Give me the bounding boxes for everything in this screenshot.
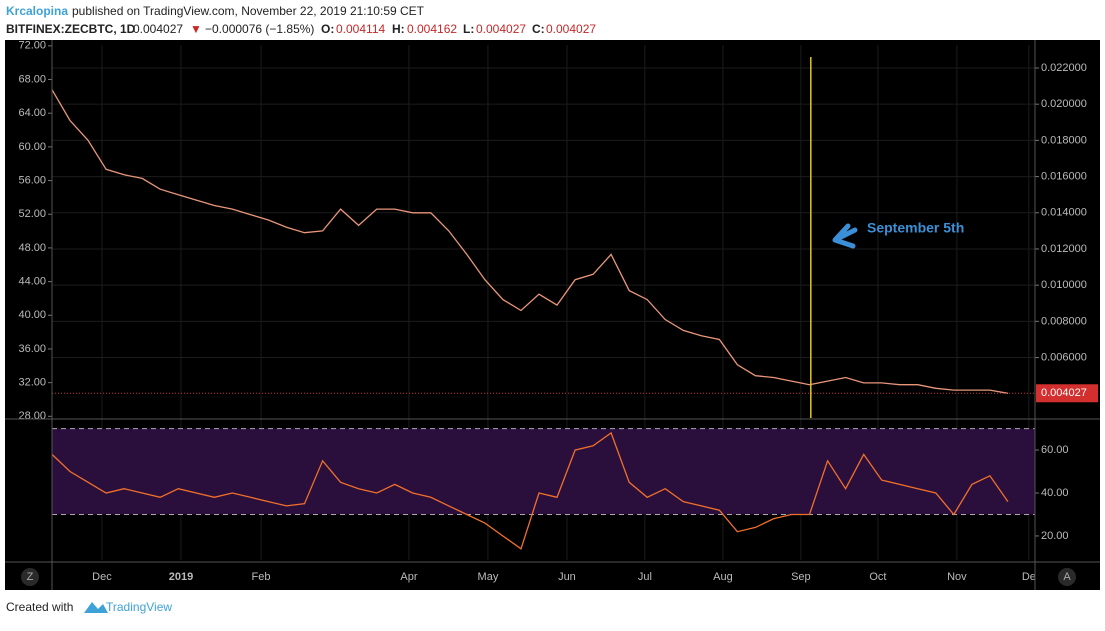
y2-tick-label: 52.00	[18, 208, 46, 220]
x-tick-label: May	[478, 571, 499, 583]
x-tick-label: Oct	[869, 571, 886, 583]
y-tick-label: 0.014000	[1041, 207, 1087, 219]
y2-tick-label: 68.00	[18, 73, 46, 85]
x-tick-label: Dec	[92, 571, 112, 583]
annotation-arrow	[832, 223, 858, 249]
o-label: O:	[321, 22, 334, 36]
rsi-band	[52, 428, 1035, 515]
y2-tick-label: 44.00	[18, 276, 46, 288]
footer-brand: TradingView	[106, 600, 172, 614]
y2-tick-label: 48.00	[18, 242, 46, 254]
y-tick-label: 0.020000	[1041, 98, 1087, 110]
annotation-text: September 5th	[867, 220, 964, 236]
y2-tick-label: 60.00	[18, 141, 46, 153]
y2-tick-label: 36.00	[18, 343, 46, 355]
last-price-tag	[1036, 384, 1098, 403]
published: published on TradingView.com, November 2…	[72, 4, 425, 18]
x-tick-label: Sep	[791, 571, 811, 583]
y-tick-label: 20.00	[1041, 530, 1069, 542]
x-tick-label: De	[1022, 571, 1036, 583]
y-tick-label: 40.00	[1041, 487, 1069, 499]
y2-tick-label: 64.00	[18, 107, 46, 119]
auto-button[interactable]	[1058, 568, 1076, 586]
x-tick-label: Feb	[252, 571, 271, 583]
last-price-label: 0.004027	[1041, 387, 1087, 399]
change: −0.000076 (−1.85%)	[205, 22, 314, 36]
l-label: L:	[463, 22, 474, 36]
x-tick-label: 2019	[169, 571, 193, 583]
y2-tick-label: 40.00	[18, 309, 46, 321]
x-tick-label: Aug	[713, 571, 733, 583]
zoom-button[interactable]	[21, 568, 39, 586]
series-line	[51, 89, 1009, 394]
author: Krcalopina	[6, 4, 68, 18]
c-label: C:	[532, 22, 545, 36]
y2-tick-label: 28.00	[18, 410, 46, 422]
y2-tick-label: 56.00	[18, 174, 46, 186]
series-line	[51, 431, 1009, 550]
x-tick-label: Apr	[400, 571, 417, 583]
l-value: 0.004027	[476, 22, 526, 36]
y-tick-label: 60.00	[1041, 444, 1069, 456]
zoom-label: Z	[27, 571, 34, 583]
x-tick-label: Jul	[638, 571, 652, 583]
footer-created: Created with	[6, 600, 73, 614]
x-tick-label: Nov	[947, 571, 967, 583]
y-tick-label: 0.022000	[1041, 62, 1087, 74]
y-tick-label: 0.010000	[1041, 279, 1087, 291]
y-tick-label: 0.018000	[1041, 134, 1087, 146]
tv-logo	[84, 602, 108, 613]
o-value: 0.004114	[336, 22, 385, 36]
down-arrow: ▼	[190, 22, 202, 36]
x-tick-label: Jun	[558, 571, 576, 583]
y2-tick-label: 72.00	[18, 40, 46, 52]
auto-label: A	[1063, 571, 1071, 583]
symbol: BITFINEX:ZECBTC, 1D	[6, 22, 136, 36]
h-value: 0.004162	[407, 22, 457, 36]
y-tick-label: 0.016000	[1041, 170, 1087, 182]
y-tick-label: 0.006000	[1041, 351, 1087, 363]
y-tick-label: 0.008000	[1041, 315, 1087, 327]
last-price: 0.004027	[133, 22, 183, 36]
y2-tick-label: 32.00	[18, 377, 46, 389]
y-tick-label: 0.012000	[1041, 243, 1087, 255]
h-label: H:	[392, 22, 405, 36]
c-value: 0.004027	[546, 22, 596, 36]
